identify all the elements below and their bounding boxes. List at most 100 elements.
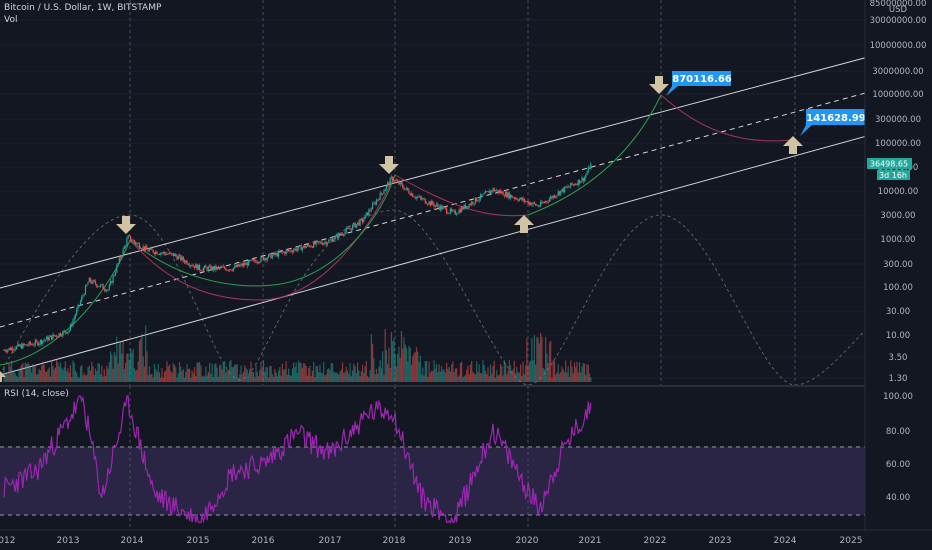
callout-top[interactable]: 870116.66 — [666, 71, 732, 96]
volume-bar — [427, 377, 429, 382]
volume-bar — [433, 360, 435, 382]
candle-body — [239, 265, 241, 267]
volume-bar — [501, 366, 503, 382]
volume-bar — [314, 377, 316, 382]
candle-body — [459, 209, 461, 213]
candle-body — [444, 207, 446, 209]
candle-body — [443, 206, 445, 208]
volume-bar — [536, 337, 538, 382]
candle-body — [244, 263, 246, 265]
candle-body — [195, 264, 197, 268]
candle-body — [76, 309, 78, 315]
candle-body — [58, 333, 60, 337]
volume-bar — [30, 372, 33, 382]
volume-bar — [84, 375, 87, 382]
volume-bar — [226, 369, 228, 382]
candle-body — [125, 245, 127, 247]
candle-body — [467, 206, 469, 208]
volume-bar — [220, 364, 222, 382]
volume-bar — [400, 330, 403, 382]
volume-bar — [472, 371, 474, 382]
candle-body — [183, 260, 186, 263]
candle-body — [255, 261, 257, 263]
candle-body — [186, 260, 188, 265]
candle-body — [262, 256, 265, 261]
volume-bar — [97, 363, 99, 382]
candle-body — [18, 344, 20, 347]
volume-bar — [10, 360, 13, 382]
candle-body — [585, 175, 587, 178]
volume-bar — [255, 365, 257, 382]
volume-bar — [96, 371, 98, 382]
candle-body — [205, 265, 207, 268]
candle-body — [155, 251, 157, 254]
candle-body — [219, 267, 221, 269]
volume-bar — [587, 364, 589, 382]
symbol-title[interactable]: Bitcoin / U.S. Dollar, 1W, BITSTAMP — [4, 3, 162, 13]
candle-body — [241, 263, 243, 266]
volume-bar — [511, 370, 513, 382]
candle-body — [34, 340, 36, 345]
rsi-tick-label: 40.00 — [886, 493, 910, 503]
volume-bar — [567, 366, 569, 382]
time-tick-label: 2024 — [774, 536, 797, 546]
candle-body — [488, 191, 490, 194]
candle-body — [590, 163, 592, 169]
volume-bar — [365, 361, 367, 382]
candle-body — [324, 241, 326, 243]
candle-body — [103, 288, 105, 290]
candle-body — [148, 249, 151, 252]
volume-bar — [72, 360, 74, 382]
volume-bar — [444, 372, 446, 382]
candle-body — [87, 282, 89, 285]
candle-body — [582, 177, 584, 182]
volume-bar — [190, 377, 192, 382]
candle-body — [566, 186, 568, 188]
candle-body — [405, 187, 408, 189]
volume-legend[interactable]: Vol — [4, 15, 18, 25]
volume-bar — [192, 373, 194, 382]
volume-bar — [437, 372, 439, 382]
volume-bar — [293, 362, 295, 382]
candle-body — [202, 268, 204, 271]
volume-bar — [488, 376, 490, 382]
candle-body — [311, 246, 314, 248]
candle-body — [210, 265, 212, 271]
volume-bar — [547, 363, 549, 382]
candle-body — [377, 199, 379, 201]
volume-bar — [402, 348, 404, 382]
volume-bar — [24, 362, 26, 382]
volume-bar — [176, 377, 178, 382]
candle-body — [514, 198, 517, 199]
candle-body — [108, 284, 110, 290]
time-tick-label: 2014 — [121, 536, 144, 546]
volume-bar — [572, 373, 574, 382]
volume-bar — [331, 363, 334, 382]
rsi-legend[interactable]: RSI (14, close) — [4, 389, 69, 399]
candle-body — [360, 218, 362, 220]
volume-bar — [494, 377, 497, 382]
volume-bar — [219, 365, 221, 382]
volume-bar — [438, 364, 440, 382]
price-axis[interactable]: 30000000.00 10000000.00 3000000.00 1000000.… — [870, 0, 927, 384]
decay-curve — [394, 174, 529, 217]
volume-bar — [580, 372, 582, 382]
candle-body — [395, 179, 398, 181]
time-tick-label: 2017 — [319, 536, 342, 546]
rsi-axis[interactable]: 100.00 80.00 60.00 40.00 — [883, 392, 913, 503]
price-tick-label: 300.00 — [883, 260, 913, 270]
volume-bar — [557, 364, 559, 382]
candle-body — [197, 264, 199, 270]
volume-bar — [311, 370, 314, 382]
volume-bar — [477, 372, 479, 382]
candle-body — [27, 345, 29, 347]
volume-bar — [340, 369, 342, 382]
time-axis[interactable]: 2012 2013 2014 2015 2016 2017 2018 2019 2020 2021… — [0, 536, 862, 546]
candle-body — [504, 191, 507, 197]
callout-bottom[interactable]: 141628.99 — [800, 109, 866, 136]
cycle-curves — [0, 94, 791, 366]
volume-bar — [102, 376, 104, 382]
volume-bar — [516, 366, 518, 382]
volume-bar — [231, 367, 233, 382]
